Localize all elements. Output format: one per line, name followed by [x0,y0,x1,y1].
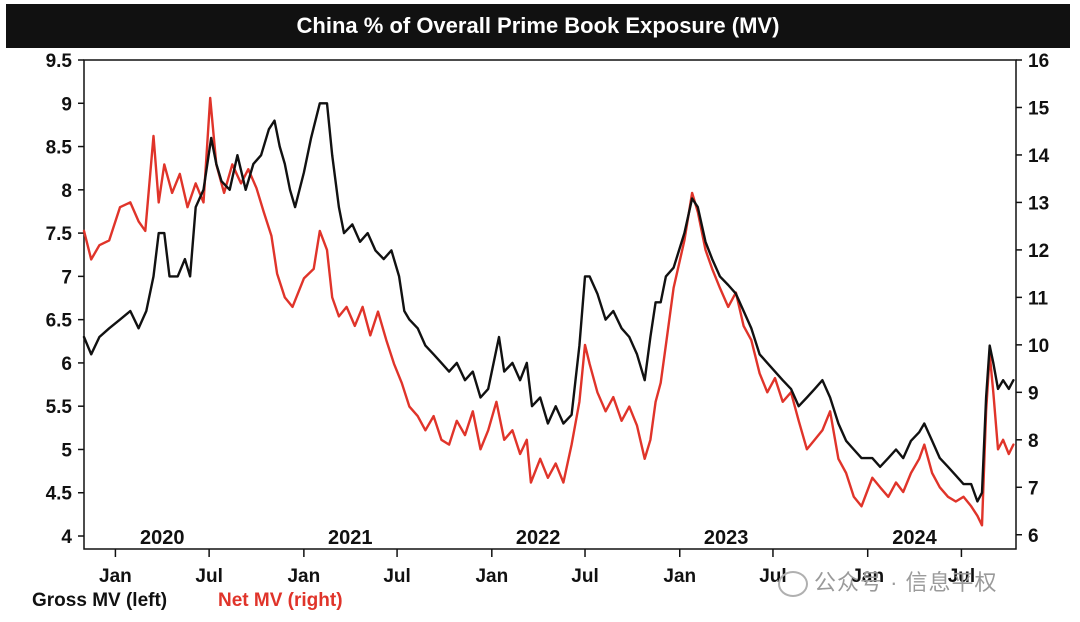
right-tick-label: 15 [1028,98,1050,119]
series-line-net-mv [82,96,1015,527]
left-tick-label: 6.5 [46,311,73,332]
x-tick-label: Jul [571,566,598,587]
left-tick-label: 7.5 [46,224,73,245]
left-tick-label: 8.5 [46,138,73,159]
watermark: 公众号 · 信息平权 [778,565,998,598]
right-axis: 6 7 8 9 10 11 12 13 14 15 16 [1016,51,1050,547]
right-tick-label: 13 [1028,193,1049,214]
x-tick-label: Jan [663,566,696,587]
chart-title-bar: China % of Overall Prime Book Exposure (… [6,4,1070,48]
left-tick-label: 8 [61,181,72,202]
year-label: 2020 [140,527,185,549]
right-tick-label: 16 [1028,51,1049,72]
x-tick-label: Jul [948,566,975,587]
left-tick-label: 7 [61,267,72,288]
left-tick-label: 4.5 [46,484,73,505]
x-axis: Jan Jul Jan Jul Jan Jul Jan Jul Jan Jul [99,549,975,587]
watermark-text: 公众号 · 信息平权 [814,570,998,595]
left-tick-label: 9 [61,94,72,115]
year-label: 2024 [892,527,937,549]
year-labels: 2020 2021 2022 2023 2024 [140,527,938,549]
x-tick-label: Jul [195,566,222,587]
right-tick-label: 10 [1028,336,1049,357]
right-tick-label: 6 [1028,526,1039,547]
x-tick-label: Jan [851,566,884,587]
x-tick-label: Jan [475,566,508,587]
x-tick-label: Jan [287,566,320,587]
plot-frame [83,59,1017,550]
left-tick-label: 4 [61,527,72,548]
legend-net-mv: Net MV (right) [218,590,343,611]
wechat-icon [778,571,808,598]
left-tick-label: 9.5 [46,51,73,72]
x-tick-label: Jan [99,566,132,587]
legend-gross-mv: Gross MV (left) [32,590,168,611]
right-tick-label: 11 [1028,288,1049,309]
series-lines [82,96,1015,527]
right-tick-label: 14 [1028,146,1050,167]
left-tick-label: 6 [61,354,72,375]
right-tick-label: 8 [1028,431,1039,452]
right-tick-label: 9 [1028,383,1039,404]
left-axis: 4 4.5 5 5.5 6 6.5 7 7.5 8 8.5 9 9.5 [46,51,84,548]
left-tick-label: 5.5 [46,397,73,418]
year-label: 2022 [516,527,561,549]
chart-title: China % of Overall Prime Book Exposure (… [296,13,780,38]
series-line-gross-mv [82,102,1015,503]
year-label: 2021 [328,527,373,549]
right-tick-label: 12 [1028,241,1049,262]
left-tick-label: 5 [61,440,72,461]
right-tick-label: 7 [1028,478,1039,499]
x-tick-label: Jul [383,566,410,587]
year-label: 2023 [704,527,749,549]
